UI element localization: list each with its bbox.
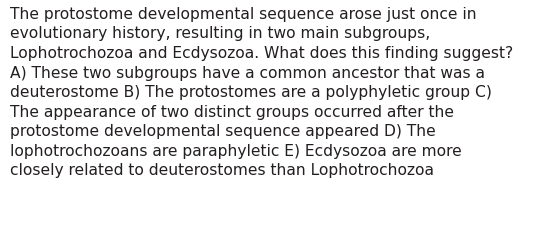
Text: The protostome developmental sequence arose just once in
evolutionary history, r: The protostome developmental sequence ar…: [10, 7, 513, 178]
